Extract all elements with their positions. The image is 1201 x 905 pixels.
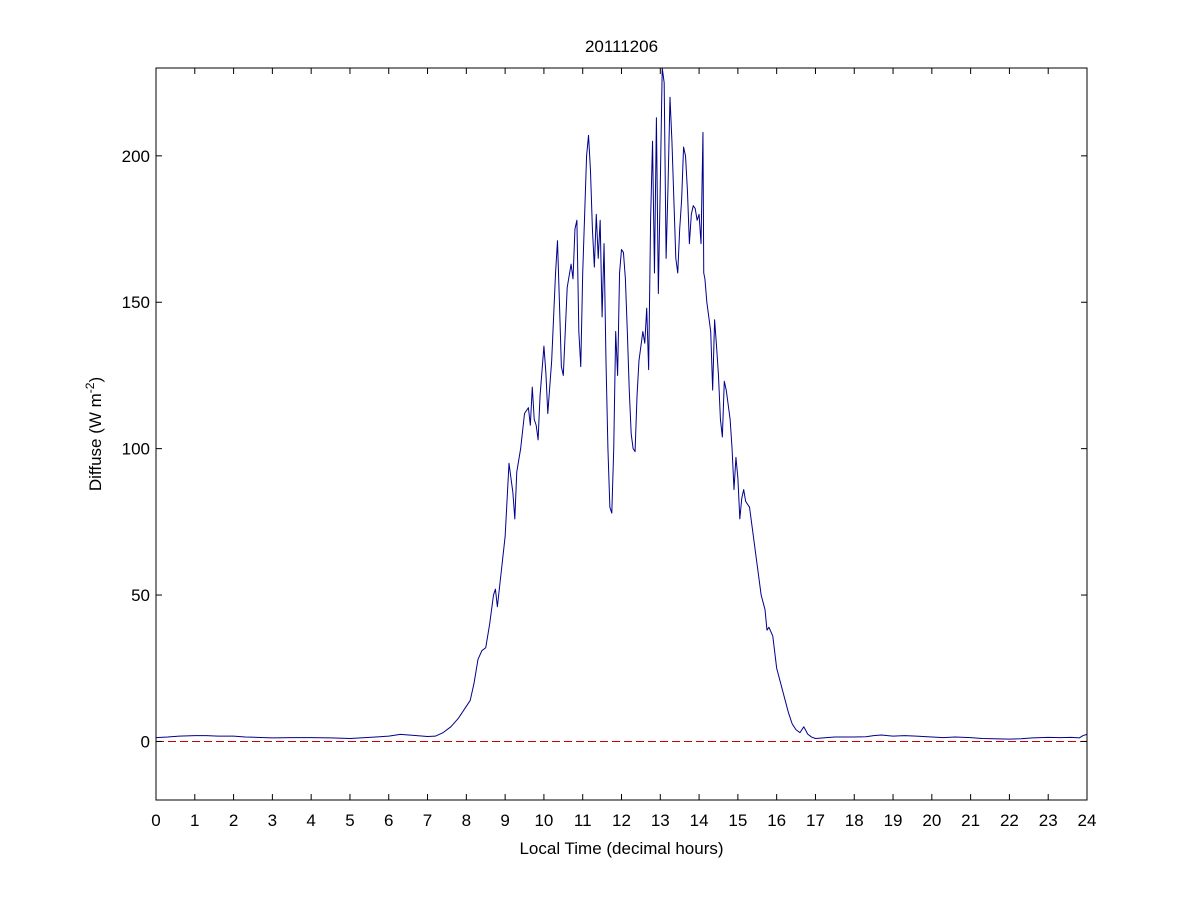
x-tick-label: 6	[384, 811, 393, 830]
x-tick-label: 18	[845, 811, 864, 830]
y-axis-ticks: 0 50 100 150 200	[122, 147, 1087, 751]
y-tick-label: 100	[122, 440, 150, 459]
x-tick-label: 8	[462, 811, 471, 830]
x-tick-label: 24	[1078, 811, 1097, 830]
chart-title: 20111206	[585, 37, 658, 56]
x-tick-label: 11	[574, 811, 592, 830]
x-tick-label: 9	[500, 811, 509, 830]
plot-area	[156, 68, 1087, 800]
y-axis-label-close: )	[86, 377, 105, 383]
y-tick-label: 50	[131, 586, 150, 605]
y-axis-label-main: Diffuse (W m	[86, 393, 105, 491]
x-tick-label: 17	[806, 811, 825, 830]
x-tick-label: 21	[961, 811, 980, 830]
x-tick-label: 19	[884, 811, 903, 830]
x-tick-label: 3	[268, 811, 277, 830]
x-tick-label: 15	[728, 811, 747, 830]
y-axis-label: Diffuse (W m-2)	[83, 377, 105, 491]
x-axis-label: Local Time (decimal hours)	[519, 839, 723, 858]
x-tick-label: 12	[612, 811, 631, 830]
y-tick-label: 150	[122, 293, 150, 312]
x-tick-label: 5	[345, 811, 354, 830]
x-tick-label: 10	[534, 811, 553, 830]
y-axis-label-exponent: -2	[83, 382, 97, 393]
series-layer	[155, 67, 1088, 742]
x-tick-label: 13	[651, 811, 670, 830]
x-tick-label: 14	[690, 811, 709, 830]
x-tick-label: 23	[1039, 811, 1058, 830]
y-tick-label: 0	[141, 732, 150, 751]
x-tick-label: 4	[306, 811, 315, 830]
x-tick-label: 16	[767, 811, 786, 830]
x-tick-label: 0	[151, 811, 160, 830]
x-tick-label: 20	[922, 811, 941, 830]
y-tick-label: 200	[122, 147, 150, 166]
x-tick-label: 2	[229, 811, 238, 830]
diffuse-series-line	[155, 67, 1088, 740]
x-tick-label: 1	[190, 811, 199, 830]
x-axis-ticks: 0 1 2 3 4 5 6 7 8 9 10 11 12 13 14 15 16 17 18 19 20 21 22 23 24	[151, 68, 1096, 830]
x-tick-label: 7	[423, 811, 432, 830]
x-tick-label: 22	[1000, 811, 1019, 830]
